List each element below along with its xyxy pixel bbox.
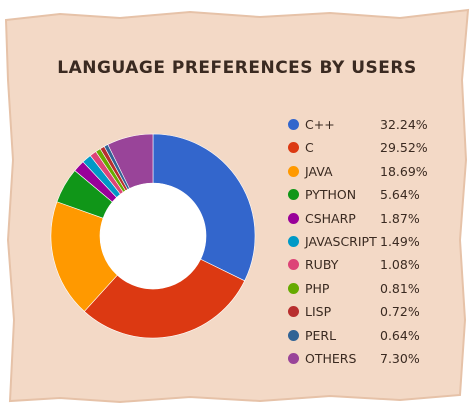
legend-label: CSHARP [305, 210, 356, 226]
legend-swatch [288, 235, 299, 247]
legend-item: C++ 32.24% [282, 113, 452, 136]
legend-value: 7.30% [380, 350, 420, 366]
legend-item: CSHARP 1.87% [282, 207, 452, 230]
legend-value: 18.69% [380, 163, 428, 179]
legend-label: JAVASCRIPT [305, 233, 377, 249]
legend-swatch [288, 165, 299, 177]
legend-item: PYTHON 5.64% [282, 183, 452, 206]
legend-label: PYTHON [305, 187, 357, 203]
legend-label: LISP [305, 304, 332, 320]
legend-swatch [288, 142, 299, 154]
chart-title: Language Preferences by Users [57, 58, 417, 78]
legend-value: 1.08% [380, 257, 420, 273]
legend-label: PHP [305, 280, 330, 296]
legend-label: JAVA [305, 163, 333, 179]
legend-item: RUBY 1.08% [282, 253, 452, 276]
legend-item: C 29.52% [282, 136, 452, 159]
legend-value: 1.87% [380, 210, 420, 226]
legend-label: PERL [305, 327, 337, 343]
legend-value: 5.64% [380, 187, 420, 203]
legend-label: C [305, 140, 314, 156]
legend-swatch [288, 119, 299, 130]
donut-hole [100, 183, 206, 289]
legend-label: OTHERS [305, 350, 357, 366]
legend-value: 32.24% [380, 117, 428, 132]
legend-swatch [288, 329, 299, 341]
legend-value: 29.52% [380, 140, 428, 156]
legend-item: PHP 0.81% [282, 277, 452, 300]
legend-item: JAVASCRIPT 1.49% [282, 230, 452, 253]
legend-swatch [288, 352, 299, 364]
legend-item: PERL 0.64% [282, 324, 452, 347]
legend-label: C++ [305, 117, 335, 132]
legend-swatch [288, 282, 299, 294]
legend-swatch [288, 259, 299, 271]
legend-value: 1.49% [380, 233, 420, 249]
legend-item: LISP 0.72% [282, 300, 452, 323]
legend-value: 0.64% [380, 327, 420, 343]
legend-value: 0.81% [380, 280, 420, 296]
legend-swatch [288, 212, 299, 224]
legend-item: OTHERS 7.30% [282, 347, 452, 370]
legend-swatch [288, 306, 299, 318]
legend-item: JAVA 18.69% [282, 160, 452, 183]
chart-legend: C++ 32.24% C 29.52% JAVA 18.69% PYTHON 5.64% CSH… [282, 113, 452, 370]
legend-value: 0.72% [380, 304, 420, 320]
legend-label: RUBY [305, 257, 339, 273]
legend-swatch [288, 189, 299, 201]
